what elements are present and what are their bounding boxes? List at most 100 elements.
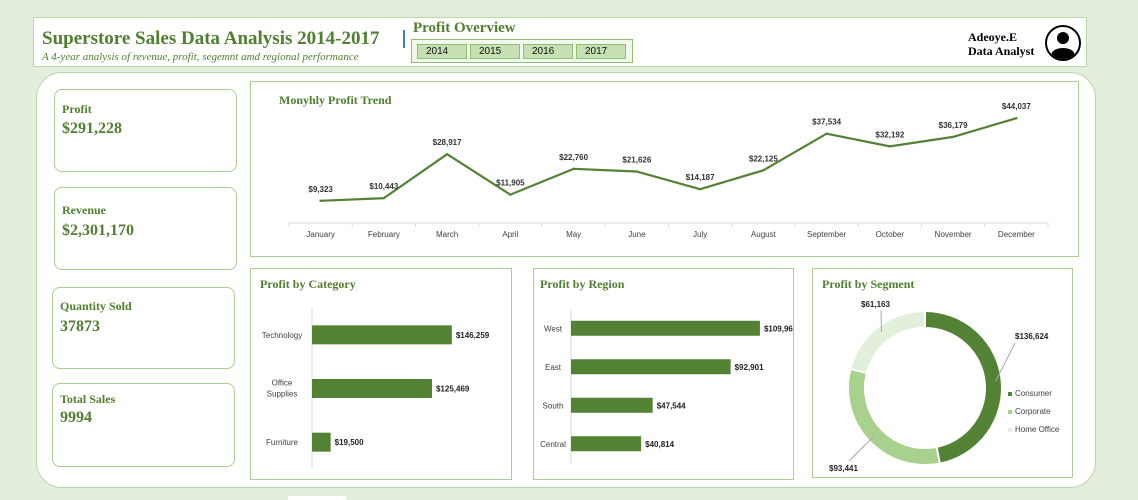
category-label: Supplies xyxy=(267,390,298,399)
category-label: Central xyxy=(540,440,566,449)
kpi-label: Profit xyxy=(62,102,92,116)
data-point xyxy=(572,167,575,171)
x-tick-label: June xyxy=(628,230,646,239)
kpi-card-profit: Profit $291,228 xyxy=(54,89,237,172)
kpi-label: Revenue xyxy=(62,203,106,217)
x-tick-label: November xyxy=(935,230,972,239)
chart-title: Profit by Segment xyxy=(822,277,915,291)
profit-trend-series-line xyxy=(320,117,1017,202)
kpi-value: 37873 xyxy=(60,318,100,335)
data-point xyxy=(825,132,828,135)
data-label: $32,192 xyxy=(875,130,904,139)
bar xyxy=(571,320,760,336)
title-separator xyxy=(403,30,405,48)
bar xyxy=(312,325,452,345)
x-tick-label: October xyxy=(876,230,905,239)
data-label: $9,323 xyxy=(308,185,333,194)
kpi-card-total-sales: Total Sales 9994 xyxy=(52,383,235,467)
x-tick-label: April xyxy=(502,230,518,239)
data-label: $14,187 xyxy=(686,173,715,182)
kpi-card-revenue: Revenue $2,301,170 xyxy=(54,187,237,270)
scroll-tab xyxy=(288,496,346,500)
category-label: Technology xyxy=(262,331,302,340)
kpi-value: $2,301,170 xyxy=(62,222,134,239)
kpi-value: $291,228 xyxy=(62,120,122,137)
year-tab-2015[interactable]: 2015 xyxy=(470,44,520,59)
x-tick-label: September xyxy=(807,230,846,239)
data-point xyxy=(635,170,639,173)
bar xyxy=(312,432,331,452)
x-tick-label: March xyxy=(436,230,458,239)
category-label: West xyxy=(544,324,563,333)
analyst-info: Adeoye.E Data Analyst xyxy=(968,30,1034,58)
year-slicer: 2014 2015 2016 2017 xyxy=(411,39,633,63)
data-label: $146,259 xyxy=(456,331,490,340)
category-label: South xyxy=(543,401,564,410)
bar xyxy=(312,379,432,398)
legend-label: Consumer xyxy=(1015,389,1052,398)
kpi-card-quantity-sold: Quantity Sold 37873 xyxy=(52,287,235,369)
data-point xyxy=(698,188,702,191)
category-label: East xyxy=(545,363,562,372)
profit-by-segment-card: Profit by Segment $136,624 $93,441 $61,163… xyxy=(812,268,1073,478)
data-point xyxy=(1015,116,1018,120)
legend-swatch xyxy=(1008,392,1012,396)
leader-line xyxy=(848,436,874,462)
data-label: $11,905 xyxy=(496,179,525,188)
category-label: Furniture xyxy=(266,438,299,447)
data-label: $37,534 xyxy=(812,118,841,127)
bar xyxy=(571,436,642,452)
data-label: $40,814 xyxy=(645,440,674,449)
data-label: $10,443 xyxy=(369,182,398,191)
analyst-name: Adeoye.E xyxy=(968,30,1017,44)
data-label: $44,037 xyxy=(1002,102,1031,111)
page-subtitle: A 4-year analysis of revenue, profit, se… xyxy=(42,51,359,63)
data-point xyxy=(762,169,765,172)
chart-title: Profit by Region xyxy=(540,277,625,291)
x-tick-label: February xyxy=(368,230,400,239)
profit-by-segment-donut-chart: $136,624 $93,441 $61,163 Consumer Corporate H… xyxy=(829,300,1060,473)
year-tab-2016[interactable]: 2016 xyxy=(523,44,573,59)
profit-by-category-chart: $146,259 Technology $125,469 Office Supplies… xyxy=(262,308,490,469)
data-label: $21,626 xyxy=(622,156,651,165)
kpi-label: Quantity Sold xyxy=(60,299,132,313)
profit-by-region-chart: $109,969 West $92,901 East $47,544 South $40,8… xyxy=(540,309,793,463)
chart-title: Profit by Category xyxy=(260,277,356,291)
data-point xyxy=(445,152,449,156)
data-point xyxy=(382,196,386,200)
x-tick-label: December xyxy=(998,230,1035,239)
year-tab-2017[interactable]: 2017 xyxy=(576,44,626,59)
monthly-profit-line-chart: $9,323 January $10,443 February $28,917 March… xyxy=(288,102,1049,239)
data-label: $92,901 xyxy=(735,363,764,372)
data-label: $36,179 xyxy=(939,121,968,130)
legend-label: Corporate xyxy=(1015,407,1051,416)
chart-title: Monyhly Profit Trend xyxy=(279,93,392,107)
user-avatar-icon xyxy=(1045,25,1081,61)
leader-line xyxy=(995,342,1016,382)
analyst-role: Data Analyst xyxy=(968,44,1035,58)
bar xyxy=(571,397,653,413)
data-point xyxy=(509,193,512,196)
profit-by-region-card: Profit by Region $109,969 West $92,901 East… xyxy=(533,268,794,480)
profit-overview-title: Profit Overview xyxy=(413,20,516,36)
data-label: $22,760 xyxy=(559,153,588,162)
x-tick-label: January xyxy=(306,230,334,239)
donut-slice xyxy=(849,309,926,375)
legend-label: Home Office xyxy=(1015,425,1060,434)
data-label: $28,917 xyxy=(433,138,462,147)
year-tab-2014[interactable]: 2014 xyxy=(417,44,467,59)
data-label: $93,441 xyxy=(829,464,858,473)
data-label: $125,469 xyxy=(436,385,470,394)
category-label: Office xyxy=(272,379,293,388)
data-label: $22,125 xyxy=(749,154,778,163)
page-title: Superstore Sales Data Analysis 2014-2017 xyxy=(42,28,380,49)
legend-swatch xyxy=(1008,428,1012,432)
data-label: $19,500 xyxy=(335,438,364,447)
profit-by-category-card: Profit by Category $146,259 Technology $12… xyxy=(250,268,512,480)
legend-swatch xyxy=(1008,410,1012,414)
data-label: $136,624 xyxy=(1015,332,1049,341)
donut-slice xyxy=(847,367,942,466)
data-label: $47,544 xyxy=(657,401,686,410)
kpi-value: 9994 xyxy=(60,409,92,426)
data-label: $61,163 xyxy=(861,300,890,309)
